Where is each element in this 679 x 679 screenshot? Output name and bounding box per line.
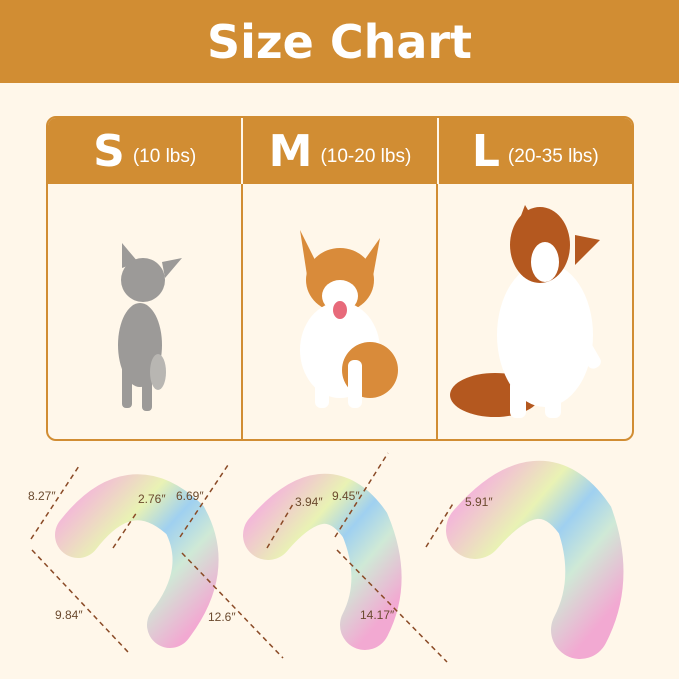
size-table: S (10 lbs) M (10-20 lbs) L (20-35 lbs)	[46, 116, 634, 441]
border-collie-image	[450, 205, 601, 418]
pillow-l-width: 5.91″	[465, 495, 493, 509]
size-weight: (10-20 lbs)	[320, 146, 412, 167]
size-m-header: M (10-20 lbs)	[243, 118, 439, 184]
pillow-s-length: 9.84″	[55, 608, 83, 622]
pillow-s-height: 8.27″	[28, 489, 56, 503]
size-l-header: L (20-35 lbs)	[439, 118, 632, 184]
size-weight: (10 lbs)	[132, 146, 197, 167]
column-divider	[48, 184, 243, 439]
size-letter: L	[471, 125, 500, 177]
dimension-lines	[30, 452, 455, 663]
size-header-row: S (10 lbs) M (10-20 lbs) L (20-35 lbs)	[48, 118, 632, 184]
pillow-m-length: 12.6″	[208, 610, 236, 624]
kitten-image	[118, 243, 182, 411]
pillow-m-width: 3.94″	[295, 495, 323, 509]
page-title: Size Chart	[206, 14, 473, 69]
size-letter: S	[93, 125, 125, 177]
pillow-l-length: 14.17″	[360, 608, 395, 622]
pillow-large	[446, 460, 624, 659]
pillow-l-height: 9.45″	[332, 489, 360, 503]
column-divider	[48, 184, 438, 439]
pillow-m-height: 6.69″	[176, 489, 204, 503]
pillow-s-width: 2.76″	[138, 492, 166, 506]
title-banner: Size Chart	[0, 0, 679, 83]
size-weight: (20-35 lbs)	[507, 146, 599, 167]
size-letter: M	[268, 125, 313, 177]
pillow-medium	[243, 474, 402, 650]
pillow-small	[55, 474, 219, 648]
size-s-header: S (10 lbs)	[48, 118, 244, 184]
corgi-image	[300, 230, 398, 408]
